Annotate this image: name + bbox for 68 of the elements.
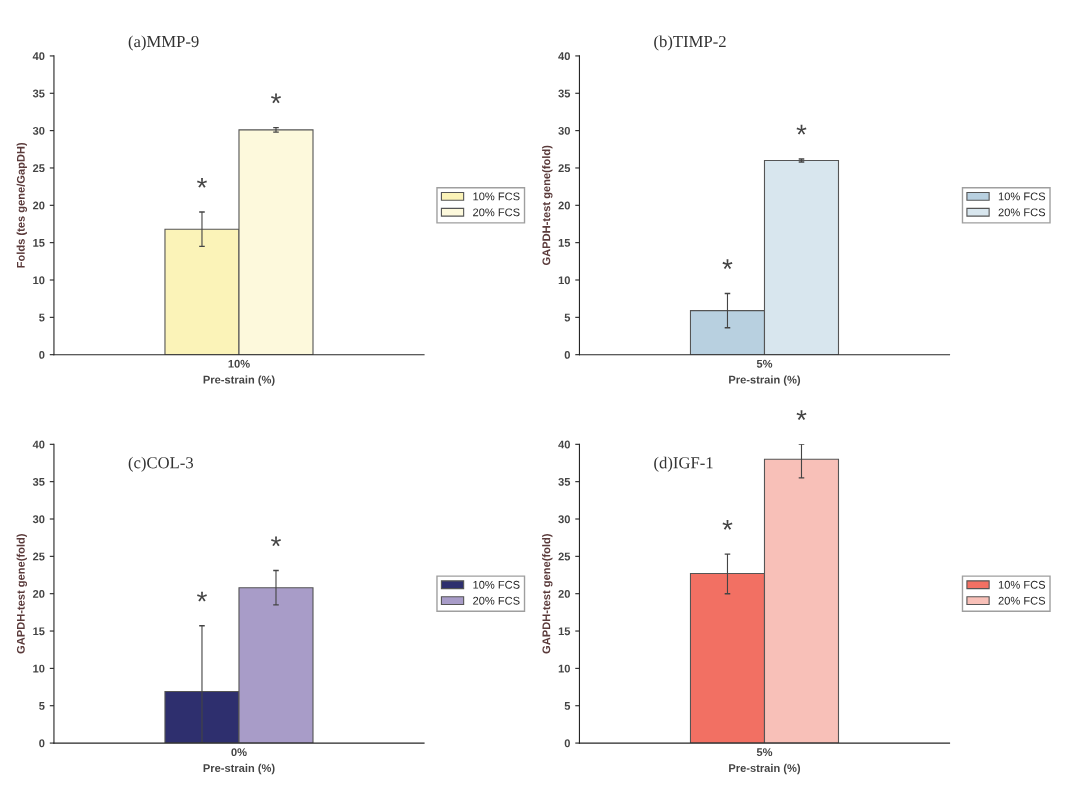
y-tick-label: 5 (39, 313, 45, 322)
legend-label: 20% FCS (473, 208, 520, 217)
y-tick-label: 0 (39, 739, 45, 748)
y-tick-label: 20 (32, 589, 45, 598)
x-axis-title: Pre-strain (%) (729, 375, 801, 386)
text: (c)COL-3 (128, 456, 194, 472)
text: * (796, 410, 807, 420)
x-axis-title: Pre-strain (%) (203, 375, 275, 386)
legend-label: 20% FCS (998, 208, 1046, 217)
y-tick-label: 35 (32, 477, 45, 486)
y-tick-label: 30 (558, 515, 570, 524)
legend-label: 20% FCS (473, 596, 520, 605)
y-tick-label: 25 (32, 164, 45, 173)
y-axis-title: Folds (tes gene/GapDH) (16, 142, 28, 268)
x-axis-title: Pre-strain (%) (729, 763, 801, 775)
y-tick-label: 10 (558, 276, 570, 285)
y-tick-label: 0 (564, 739, 570, 748)
x-tick-label: 5% (756, 748, 773, 757)
y-tick-label: 0 (564, 350, 570, 359)
legend-label: 10% FCS (473, 192, 520, 201)
y-tick-label: 30 (558, 126, 570, 135)
text: (d)IGF-1 (654, 456, 713, 472)
y-tick-label: 30 (32, 126, 45, 135)
y-tick-label: 40 (558, 52, 570, 61)
y-tick-label: 20 (32, 201, 45, 210)
legend-label: 20% FCS (998, 596, 1046, 605)
y-tick-label: 10 (558, 664, 570, 673)
x-tick-label: 5% (756, 359, 773, 368)
y-tick-label: 30 (32, 515, 45, 524)
legend-label: 10% FCS (998, 580, 1046, 589)
y-tick-label: 10 (33, 664, 45, 673)
y-tick-label: 5 (564, 702, 571, 710)
y-tick-label: 40 (32, 440, 45, 449)
y-axis-title: GAPDH-test gene(fold) (542, 534, 553, 654)
annotation: * (722, 259, 733, 270)
annotation: * (271, 93, 281, 104)
y-tick-label: 25 (558, 164, 571, 173)
y-tick-label: 15 (558, 627, 571, 636)
annotation: * (796, 124, 807, 135)
y-tick-label: 0 (39, 350, 45, 359)
y-tick-label: 25 (558, 552, 571, 561)
y-tick-label: 20 (558, 201, 570, 210)
annotation: * (271, 536, 281, 547)
y-tick-label: 35 (558, 89, 571, 98)
y-tick-label: 10 (33, 276, 45, 285)
y-tick-label: 5 (39, 702, 45, 710)
chart-title: (a)MMP-9 (128, 35, 199, 51)
y-tick-label: 15 (33, 627, 45, 636)
x-tick-label: 0% (231, 748, 247, 757)
annotation: * (722, 519, 733, 530)
y-axis-title: GAPDH-test gene(fold) (542, 145, 553, 266)
y-axis-title: GAPDH-test gene(fold) (16, 534, 28, 654)
y-tick-label: 40 (32, 52, 45, 61)
chart-title: (b)TIMP-2 (654, 35, 726, 51)
x-tick-label: 10% (228, 359, 250, 368)
y-tick-label: 35 (32, 89, 45, 98)
y-tick-label: 15 (33, 239, 45, 247)
y-tick-label: 35 (558, 477, 571, 486)
y-tick-label: 5 (564, 313, 571, 322)
x-axis-title: Pre-strain (%) (203, 763, 275, 775)
annotation: * (197, 591, 207, 602)
y-tick-label: 15 (558, 239, 571, 247)
y-tick-label: 20 (558, 589, 570, 598)
legend-label: 10% FCS (998, 192, 1046, 201)
legend-label: 10% FCS (473, 580, 520, 589)
y-tick-label: 25 (32, 552, 45, 561)
annotation: * (197, 177, 207, 188)
y-tick-label: 40 (558, 440, 570, 449)
